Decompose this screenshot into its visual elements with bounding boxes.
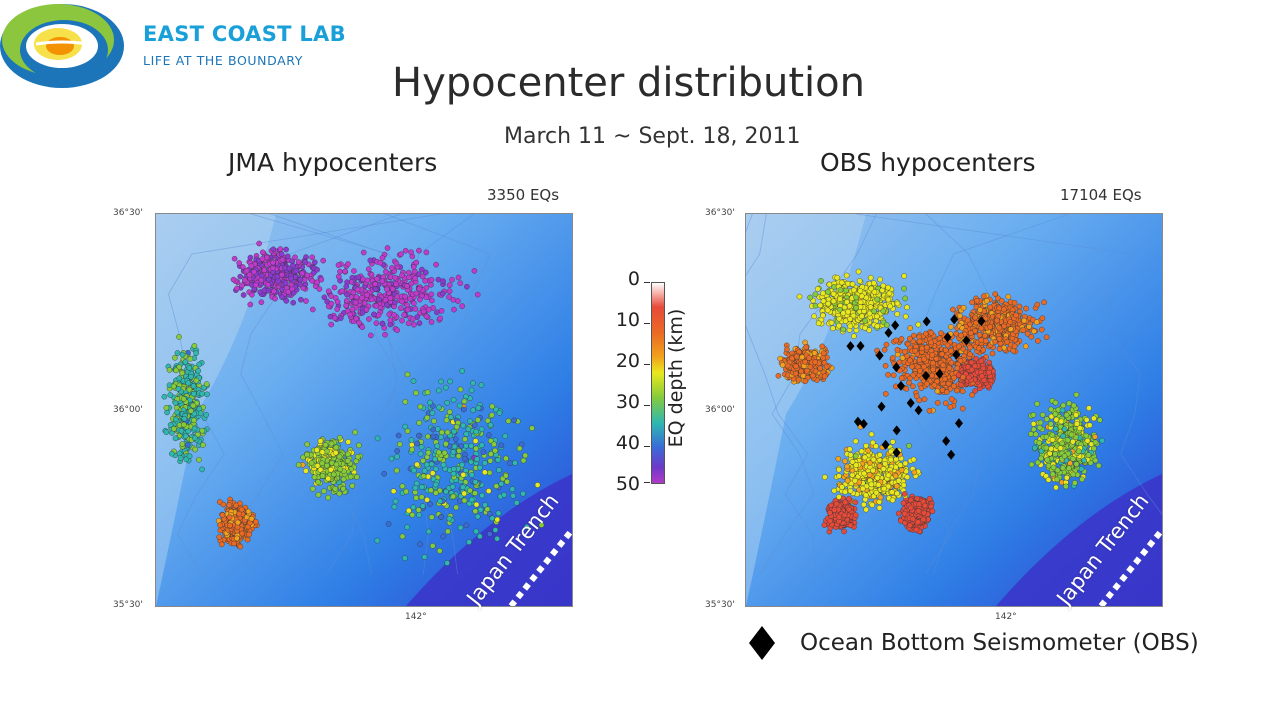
obs-legend-label: Ocean Bottom Seismometer (OBS): [800, 630, 1199, 656]
date-range: March 11 ~ Sept. 18, 2011: [504, 124, 801, 149]
jma-lat-tick-bottom: 35°30': [113, 600, 143, 610]
colorbar-tick-mark: [644, 446, 650, 447]
obs-lon-tick: 142°: [995, 612, 1017, 622]
colorbar-tick-mark: [644, 482, 650, 483]
obs-lat-tick-mid: 36°00': [705, 405, 735, 415]
logo: EAST COAST LAB LIFE AT THE BOUNDARY: [0, 0, 370, 92]
colorbar-tick: 10: [615, 309, 640, 331]
jma-panel-title: JMA hypocenters: [228, 148, 438, 177]
obs-lat-tick-bottom: 35°30': [705, 600, 735, 610]
jma-lat-tick-mid: 36°00': [113, 405, 143, 415]
depth-colorbar: [651, 282, 665, 484]
logo-mark-icon: [0, 4, 124, 88]
logo-tagline: LIFE AT THE BOUNDARY: [143, 53, 303, 68]
colorbar-tick-mark: [644, 323, 650, 324]
obs-map-canvas: [746, 214, 1162, 606]
slide-title: Hypocenter distribution: [392, 60, 865, 106]
colorbar-tick: 20: [615, 350, 640, 372]
obs-panel-title: OBS hypocenters: [820, 148, 1036, 177]
colorbar-tick-mark: [644, 405, 650, 406]
jma-eq-count: 3350 EQs: [487, 186, 560, 204]
colorbar-tick: 0: [627, 268, 640, 290]
jma-map-canvas: [156, 214, 572, 606]
jma-lat-tick-top: 36°30': [113, 208, 143, 218]
colorbar-tick-mark: [644, 282, 650, 283]
colorbar-tick: 40: [615, 432, 640, 454]
jma-lon-tick: 142°: [405, 612, 427, 622]
diamond-icon: [749, 626, 775, 660]
colorbar-tick: 30: [615, 391, 640, 413]
logo-name: EAST COAST LAB: [143, 22, 346, 46]
colorbar-tick-mark: [644, 364, 650, 365]
colorbar-tick: 50: [615, 473, 640, 495]
jma-hypocenter-map: [155, 213, 573, 607]
obs-hypocenter-map: [745, 213, 1163, 607]
obs-eq-count: 17104 EQs: [1060, 186, 1142, 204]
obs-lat-tick-top: 36°30': [705, 208, 735, 218]
colorbar-label: EQ depth (km): [665, 308, 687, 448]
